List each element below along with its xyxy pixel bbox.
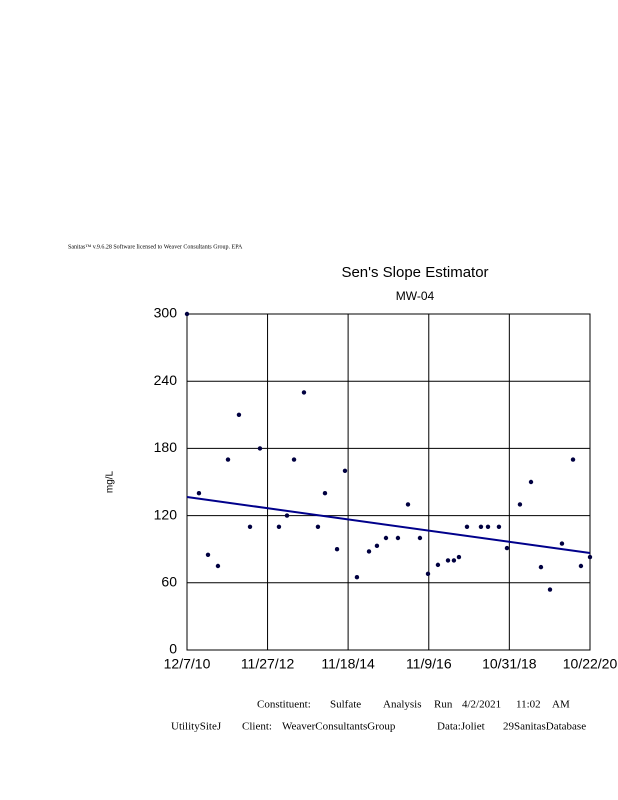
chart-subtitle: MW-04: [396, 289, 435, 303]
data-point: [538, 564, 544, 570]
y-axis-label: mg/L: [105, 470, 116, 493]
data-point: [247, 524, 253, 529]
y-tick-label: 300: [154, 305, 178, 321]
header: Sanitas™ v.9.6.28 Software licensed to W…: [68, 243, 243, 250]
data-point: [196, 491, 202, 496]
data-point: [451, 558, 457, 563]
footer-text: Sulfate: [330, 699, 361, 711]
y-tick-label: 60: [161, 574, 177, 590]
data-point: [435, 562, 441, 568]
data-point: [276, 524, 282, 529]
y-tick-label: 120: [154, 506, 178, 522]
data-point: [425, 571, 431, 577]
footer-text: 11:02: [516, 699, 541, 711]
data-point: [291, 457, 297, 462]
data-point: [383, 535, 389, 541]
footer-text: AM: [552, 699, 570, 711]
data-point: [236, 412, 242, 417]
data-point: [354, 575, 360, 580]
data-point: [504, 545, 510, 551]
data-point: [559, 541, 565, 546]
data-point: [215, 563, 221, 569]
data-point: [322, 491, 328, 496]
footer-text: UtilitySiteJ: [171, 721, 222, 733]
data-point: [395, 535, 401, 541]
data-point: [464, 524, 470, 529]
data-point: [578, 563, 584, 569]
x-tick-label: 11/9/16: [406, 656, 452, 672]
data-point: [205, 552, 211, 557]
data-point: [366, 549, 372, 554]
data-point: [478, 524, 484, 529]
data-point: [257, 446, 263, 451]
footer-text: Run: [434, 699, 453, 711]
data-point: [517, 502, 523, 507]
footer-text: 29SanitasDatabase: [503, 721, 586, 733]
x-tick-label: 11/18/14: [321, 656, 375, 672]
x-tick-label: 12/7/10: [164, 656, 211, 672]
data-point: [342, 468, 348, 473]
footer-text: 4/2/2021: [462, 699, 501, 711]
data-point: [405, 502, 411, 507]
y-tick-label: 0: [169, 641, 177, 657]
chart-title: Sen's Slope Estimator: [341, 264, 488, 281]
data-point: [284, 513, 290, 518]
y-tick-label: 180: [154, 439, 178, 455]
footer-text: Constituent:: [257, 699, 311, 711]
data-point: [528, 479, 534, 485]
x-tick-label: 10/22/20: [563, 656, 618, 672]
footer-text: WeaverConsultantsGroup: [282, 721, 396, 733]
data-point: [301, 390, 307, 395]
data-point: [334, 547, 340, 552]
data-point: [496, 524, 502, 529]
data-point: [417, 535, 423, 541]
x-tick-label: 11/27/12: [241, 656, 295, 672]
data-point: [225, 457, 231, 462]
footer-text: Data:Joliet: [437, 721, 485, 733]
trend-line: [186, 496, 591, 554]
data-point: [315, 524, 321, 529]
footer-text: Client:: [242, 721, 272, 733]
data-point: [456, 554, 462, 560]
footer-text: Analysis: [383, 699, 422, 711]
x-tick-label: 10/31/18: [482, 656, 537, 672]
data-point: [374, 543, 380, 549]
data-point: [445, 558, 451, 563]
data-point: [485, 524, 491, 529]
data-point: [547, 587, 553, 592]
data-point: [587, 554, 593, 560]
y-tick-label: 240: [154, 372, 178, 388]
data-point: [570, 457, 576, 462]
data-point: [184, 311, 190, 317]
